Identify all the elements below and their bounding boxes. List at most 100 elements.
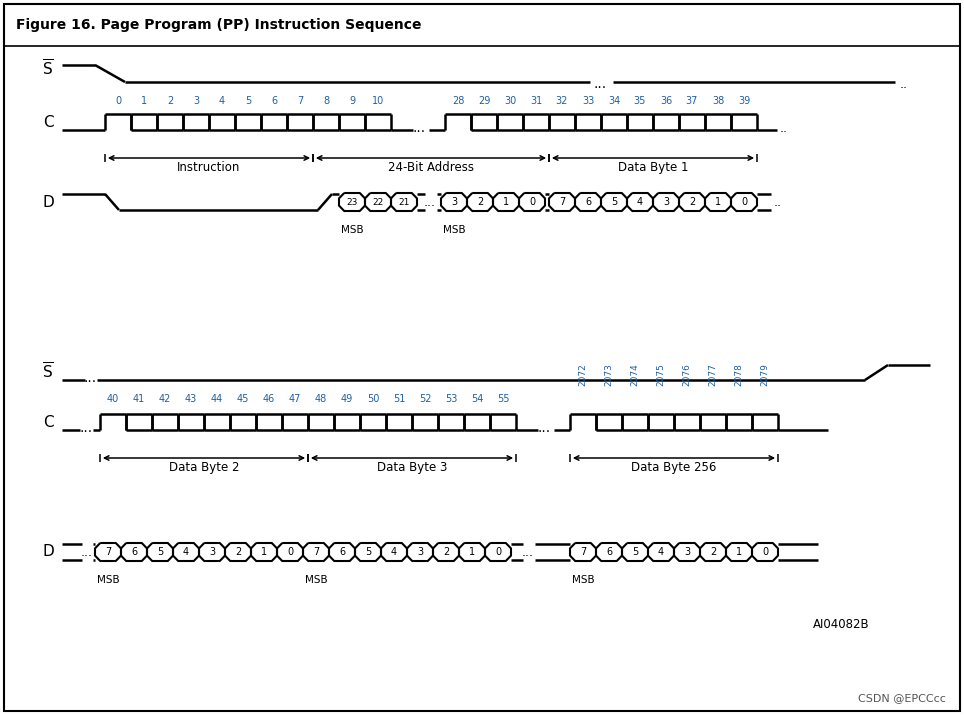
Text: D: D: [42, 194, 54, 209]
Text: 44: 44: [211, 394, 223, 404]
Text: 7: 7: [313, 547, 319, 557]
Text: 28: 28: [452, 96, 465, 106]
Text: 3: 3: [451, 197, 457, 207]
Text: 2: 2: [167, 96, 174, 106]
Text: Instruction: Instruction: [177, 161, 241, 174]
Text: 8: 8: [323, 96, 329, 106]
Text: 2: 2: [689, 197, 695, 207]
Text: 35: 35: [633, 96, 646, 106]
Text: Figure 16. Page Program (PP) Instruction Sequence: Figure 16. Page Program (PP) Instruction…: [16, 18, 421, 32]
Text: 24-Bit Address: 24-Bit Address: [388, 161, 474, 174]
Text: 1: 1: [469, 547, 475, 557]
Text: 48: 48: [315, 394, 327, 404]
Text: ..: ..: [774, 195, 782, 209]
Text: 4: 4: [391, 547, 397, 557]
Text: 51: 51: [392, 394, 405, 404]
Text: 21: 21: [398, 197, 410, 207]
Text: 2: 2: [710, 547, 716, 557]
Text: 1: 1: [715, 197, 721, 207]
Text: Data Byte 256: Data Byte 256: [631, 461, 716, 474]
Text: 42: 42: [159, 394, 172, 404]
Text: MSB: MSB: [305, 575, 328, 585]
Text: 43: 43: [185, 394, 197, 404]
Text: ..: ..: [900, 77, 908, 91]
Text: 39: 39: [737, 96, 750, 106]
Text: Data Byte 2: Data Byte 2: [169, 461, 239, 474]
Text: 36: 36: [660, 96, 672, 106]
Text: ...: ...: [81, 546, 93, 558]
Text: 23: 23: [346, 197, 358, 207]
Text: 49: 49: [341, 394, 353, 404]
Text: 0: 0: [762, 547, 768, 557]
Text: AI04082B: AI04082B: [814, 618, 870, 631]
Text: ...: ...: [424, 195, 436, 209]
Text: 0: 0: [287, 547, 293, 557]
Text: 0: 0: [529, 197, 535, 207]
Text: 7: 7: [559, 197, 565, 207]
Text: 33: 33: [582, 96, 594, 106]
Text: D: D: [42, 545, 54, 560]
Text: 6: 6: [585, 197, 591, 207]
Text: CSDN @EPCCcc: CSDN @EPCCcc: [858, 693, 946, 703]
Text: 31: 31: [530, 96, 542, 106]
Text: 52: 52: [418, 394, 431, 404]
Text: 38: 38: [711, 96, 724, 106]
Text: 37: 37: [685, 96, 698, 106]
Text: 1: 1: [503, 197, 509, 207]
Text: 7: 7: [580, 547, 586, 557]
Text: 2073: 2073: [604, 363, 613, 386]
Text: 0: 0: [741, 197, 747, 207]
Text: 32: 32: [556, 96, 568, 106]
Text: 2077: 2077: [709, 363, 717, 386]
Text: MSB: MSB: [340, 225, 363, 235]
Text: 50: 50: [367, 394, 379, 404]
Text: 4: 4: [637, 197, 643, 207]
Text: $\overline{\rm S}$: $\overline{\rm S}$: [42, 362, 54, 382]
Text: $\overline{\rm S}$: $\overline{\rm S}$: [42, 59, 54, 79]
Text: ...: ...: [413, 121, 425, 135]
Text: 10: 10: [372, 96, 384, 106]
Text: 29: 29: [478, 96, 490, 106]
Text: 5: 5: [245, 96, 252, 106]
Text: 3: 3: [417, 547, 423, 557]
Text: 41: 41: [133, 394, 146, 404]
Text: 0: 0: [115, 96, 121, 106]
Text: ...: ...: [79, 421, 93, 435]
Text: C: C: [42, 114, 53, 129]
Text: 3: 3: [209, 547, 215, 557]
Text: MSB: MSB: [572, 575, 595, 585]
Text: 2075: 2075: [656, 363, 665, 386]
Text: 6: 6: [606, 547, 612, 557]
Text: MSB: MSB: [96, 575, 120, 585]
Text: 6: 6: [271, 96, 277, 106]
Text: 47: 47: [289, 394, 301, 404]
Text: 7: 7: [105, 547, 111, 557]
Text: 3: 3: [683, 547, 690, 557]
Text: 2: 2: [442, 547, 449, 557]
Text: ...: ...: [594, 77, 606, 91]
Text: 7: 7: [297, 96, 303, 106]
Text: 1: 1: [736, 547, 742, 557]
Text: 2078: 2078: [735, 363, 743, 386]
Text: 5: 5: [157, 547, 163, 557]
Text: ...: ...: [84, 371, 96, 385]
Text: 22: 22: [372, 197, 384, 207]
Text: 1: 1: [141, 96, 147, 106]
Text: 0: 0: [495, 547, 501, 557]
Text: C: C: [42, 415, 53, 430]
Text: 9: 9: [349, 96, 355, 106]
Text: 1: 1: [261, 547, 267, 557]
Text: 2074: 2074: [630, 363, 639, 386]
Text: 4: 4: [219, 96, 225, 106]
Text: 54: 54: [470, 394, 483, 404]
Text: ..: ..: [780, 122, 788, 134]
Text: 3: 3: [663, 197, 669, 207]
Text: 55: 55: [496, 394, 509, 404]
Text: 5: 5: [611, 197, 617, 207]
Text: 2: 2: [235, 547, 241, 557]
Text: 34: 34: [608, 96, 620, 106]
Text: 5: 5: [631, 547, 638, 557]
Text: ...: ...: [538, 421, 550, 435]
Text: 4: 4: [183, 547, 189, 557]
Text: 53: 53: [444, 394, 457, 404]
